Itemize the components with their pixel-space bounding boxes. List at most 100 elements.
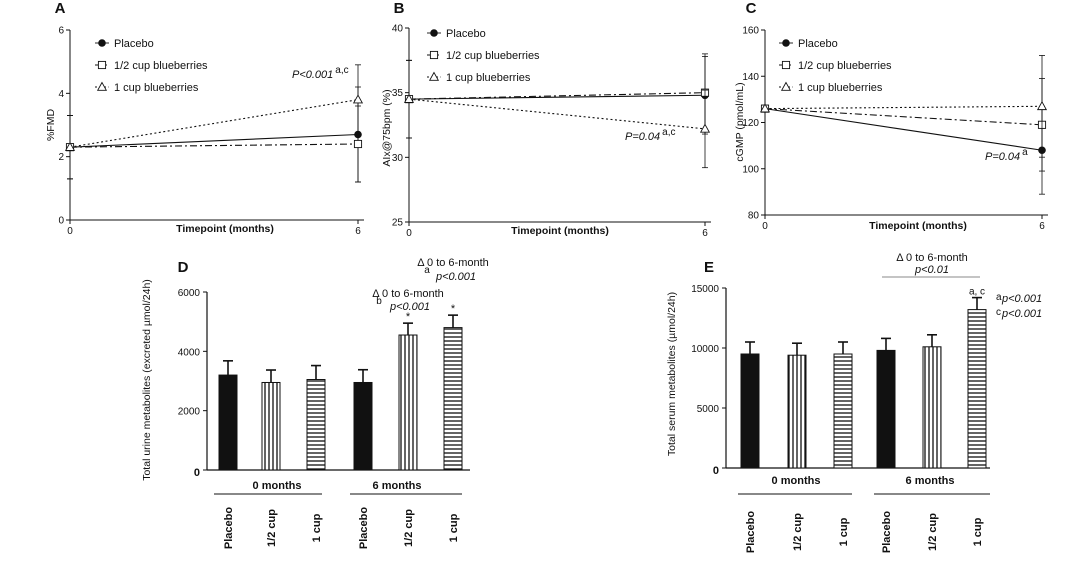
legend-symbol-B-1 [427,50,441,60]
legend-symbol-C-0 [779,39,793,47]
annotation-sup-C: a [1022,147,1028,158]
panel-letter-E: E [704,259,714,276]
annotation-C: P=0.04 [985,151,1020,163]
bracket-value-E: p<0.01 [914,264,949,276]
legend-label-C-0: Placebo [798,38,838,50]
legend-symbol-B-0-marker [430,29,438,37]
bar-D-3 [353,381,373,471]
data-point-C-2-0 [759,103,771,113]
legend-symbol-C-2 [779,81,793,91]
y-tick-label-B: 30 [392,153,404,164]
bar-D-5 [443,327,463,471]
category-label-E-1: 1/2 cup [792,513,804,551]
legend-symbol-B-2-marker [428,71,440,81]
legend-symbol-B-2 [427,71,441,81]
data-point-B-2-0 [403,93,415,103]
group-label-E-0: 0 months [772,475,821,487]
x-tick-label-B: 6 [702,228,708,239]
y-tick-label-D: 2000 [178,407,201,418]
y-tick-label-C: 100 [742,164,759,175]
y-tick-label-E: 5000 [697,404,720,415]
data-point-B-2-1 [699,123,711,133]
legend-label-C-2: 1 cup blueberries [798,82,883,94]
series-line-C-1 [764,108,1043,126]
significance-star-D-4: * [406,311,411,323]
series-line-B-2 [408,98,706,130]
category-label-D-0: Placebo [223,507,235,549]
legend-symbol-C-1 [779,60,793,70]
legend-label-A-2: 1 cup blueberries [114,82,199,94]
legend-symbol-B-1-marker [429,50,439,60]
y-tick-label-B: 25 [392,218,404,229]
y-tick-label-D: 4000 [178,347,201,358]
series-line-B-0 [408,94,706,100]
series-line-A-2 [69,99,359,148]
group-label-D-0: 0 months [253,480,302,492]
annotation-E-0-value: p<0.001 [1001,293,1042,305]
category-label-D-2: 1 cup [311,513,323,542]
panel-letter-B: B [394,0,405,17]
annotation-E-1-value: p<0.001 [1001,308,1042,320]
x-axis-title-B: Timepoint (months) [511,225,609,237]
legend-symbol-A-0-marker [98,39,106,47]
y-tick-label-C: 120 [742,118,759,129]
x-tick-label-A: 6 [355,226,361,237]
y-tick-label-A: 0 [58,216,64,227]
y-tick-label-B: 40 [392,24,404,35]
legend-symbol-A-0 [95,39,109,47]
legend-symbol-C-2-marker [780,81,792,91]
series-line-A-0 [69,133,359,148]
significance-mark-E-5: a, c [969,287,985,298]
legend-symbol-A-2 [95,81,109,91]
annotation-sup-B: a,c [662,127,675,138]
legend-label-B-0: Placebo [446,28,486,40]
category-label-E-5: 1 cup [972,517,984,546]
legend-symbol-B-0 [427,29,441,37]
annotation-D-0-sup: b [376,296,382,307]
panel-letter-C: C [746,0,757,17]
annotation-sup-A: a,c [335,65,348,76]
bar-D-0 [218,374,238,471]
y-tick-label-C: 140 [742,72,759,83]
series-line-C-0 [764,108,1043,151]
series-line-B-1 [408,92,706,100]
annotation-D-0-value: p<0.001 [389,301,430,313]
legend-symbol-A-1-marker [97,60,107,70]
y-tick-label-D: 6000 [178,288,201,299]
y-tick-label-A: 4 [58,89,64,100]
bar-D-1 [261,381,281,471]
annotation-D-0-title: Δ 0 to 6-month [372,288,444,300]
x-tick-label-C: 0 [762,221,768,232]
category-label-E-0: Placebo [745,511,757,553]
x-axis-title-C: Timepoint (months) [869,220,967,232]
annotation-E-1-sup: c [996,307,1001,318]
annotation-D-1-sup: a [424,265,430,276]
y-axis-title-B: AIx@75bpm (%) [381,89,393,166]
bar-E-2 [833,353,853,469]
bar-E-0 [740,353,760,469]
legend-label-B-1: 1/2 cup blueberries [446,50,540,62]
panel-letter-D: D [178,259,189,276]
category-label-E-4: 1/2 cup [927,513,939,551]
y-tick-label-C: 160 [742,26,759,37]
bar-D-4 [398,334,418,471]
legend-label-A-0: Placebo [114,38,154,50]
legend-symbol-C-0-marker [782,39,790,47]
y-tick-label-D: 0 [194,467,200,479]
category-label-D-4: 1/2 cup [403,509,415,547]
y-axis-title-A: %FMD [45,109,57,141]
bar-E-3 [876,349,896,469]
bar-D-2 [306,379,326,471]
y-axis-title-C: cGMP (pmol/mL) [734,82,746,161]
y-tick-label-C: 80 [748,211,760,222]
x-tick-label-A: 0 [67,226,73,237]
data-point-A-1-1 [353,139,363,149]
annotation-B: P=0.04 [625,131,660,143]
y-tick-label-B: 35 [392,88,404,99]
annotation-D-1-value: p<0.001 [435,271,476,283]
x-tick-label-C: 6 [1039,221,1045,232]
y-tick-label-E: 10000 [691,344,719,355]
y-tick-label-E: 15000 [691,284,719,295]
y-tick-label-A: 2 [58,152,64,163]
